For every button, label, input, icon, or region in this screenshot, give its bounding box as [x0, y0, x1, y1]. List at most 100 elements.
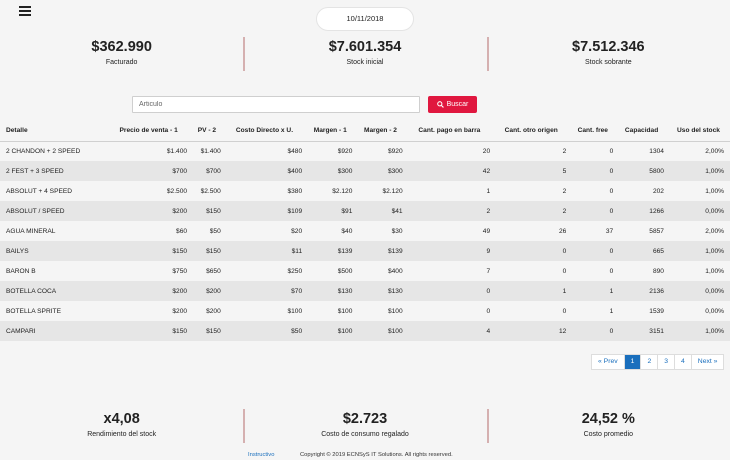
table-cell: BOTELLA COCA: [6, 287, 57, 295]
table-cell: 0: [562, 267, 567, 275]
table-row[interactable]: 2 FEST + 3 SPEED $700 $700 $400 $300 $300 42 5 0…: [0, 161, 730, 181]
table-header-row: Detalle Precio de venta - 1 PV - 2 Costo…: [0, 121, 730, 142]
table-cell: 0: [609, 247, 614, 255]
date-selector[interactable]: 10/11/2018: [316, 7, 414, 31]
table-cell: $150: [172, 247, 188, 255]
table-cell: $200: [172, 287, 188, 295]
table-cell: 20: [482, 147, 491, 155]
table-cell: 0: [609, 167, 614, 175]
kpi-stock-inicial: $7.601.354 Stock inicial: [243, 37, 486, 72]
table-cell: 4: [486, 327, 491, 335]
table-cell: $150: [172, 327, 188, 335]
table-cell: 1,00%: [705, 187, 724, 195]
search-input[interactable]: [132, 96, 420, 113]
kpi-stock-sobrante: $7.512.346 Stock sobrante: [486, 37, 730, 72]
table-cell: $380: [287, 187, 303, 195]
table-body: 2 CHANDON + 2 SPEED $1.400 $1.400 $480 $920 $…: [0, 141, 730, 341]
col-pv-2[interactable]: PV - 2: [190, 121, 224, 142]
table-cell: 1,00%: [705, 267, 724, 275]
col-cant-free[interactable]: Cant. free: [569, 121, 617, 142]
table-cell: $30: [391, 227, 403, 235]
table-cell: ABSOLUT + 4 SPEED: [6, 187, 73, 195]
kpi-label: Stock sobrante: [584, 59, 632, 66]
pagination-page-4[interactable]: 4: [675, 355, 692, 369]
table-cell: 9: [486, 247, 491, 255]
table-row[interactable]: BOTELLA SPRITE $200 $200 $100 $100 $100 0 0 1 153…: [0, 301, 730, 321]
table-row[interactable]: AGUA MINERAL $60 $50 $20 $40 $30 49 26 37 5857 2,0…: [0, 221, 730, 241]
col-margen-2[interactable]: Margen - 2: [355, 121, 406, 142]
col-precio-venta-1[interactable]: Precio de venta - 1: [107, 121, 191, 142]
table-cell: 0,00%: [705, 287, 724, 295]
table-row[interactable]: CAMPARI $150 $150 $50 $100 $100 4 12 0 3151 1,00%: [0, 321, 730, 341]
table-cell: 2: [562, 187, 567, 195]
table-cell: 0: [609, 267, 614, 275]
table-cell: 1: [486, 187, 491, 195]
table-row[interactable]: ABSOLUT + 4 SPEED $2.500 $2.500 $380 $2.120 $…: [0, 181, 730, 201]
table-cell: AGUA MINERAL: [6, 227, 56, 235]
table-cell: $200: [206, 287, 221, 295]
col-capacidad[interactable]: Capacidad: [616, 121, 667, 142]
kpi-rendimiento: x4,08 Rendimiento del stock: [0, 409, 243, 444]
table-cell: 2,00%: [705, 227, 724, 235]
kpi-value: $7.601.354: [328, 39, 402, 55]
table-row[interactable]: BARON B $750 $650 $250 $500 $400 7 0 0 890 1,00%: [0, 261, 730, 281]
table-cell: $2.120: [332, 187, 353, 195]
kpi-label: Facturado: [105, 59, 138, 66]
col-uso-stock[interactable]: Uso del stock: [666, 121, 730, 142]
table-row[interactable]: ABSOLUT / SPEED $200 $150 $109 $91 $41 2 2 0 1266…: [0, 201, 730, 221]
pagination: « Prev 1 2 3 4 Next »: [591, 354, 725, 370]
table-cell: $2.120: [382, 187, 403, 195]
pagination-prev[interactable]: « Prev: [592, 355, 625, 369]
table-cell: 2: [562, 147, 567, 155]
search-icon: [436, 101, 444, 108]
table-row[interactable]: BAILYS $150 $150 $11 $139 $139 9 0 0 665 1,00%: [0, 241, 730, 261]
table-cell: 2,00%: [705, 147, 724, 155]
hamburger-menu-icon[interactable]: [19, 6, 31, 16]
kpi-value: $7.512.346: [572, 39, 645, 55]
table-cell: $400: [287, 167, 303, 175]
table-cell: $70: [291, 287, 303, 295]
col-margen-1[interactable]: Margen - 1: [305, 121, 356, 142]
table-cell: 1,00%: [705, 167, 724, 175]
col-cant-otro-origen[interactable]: Cant. otro origen: [493, 121, 570, 142]
table-cell: $750: [172, 267, 188, 275]
col-cant-pago-barra[interactable]: Cant. pago en barra: [405, 121, 494, 142]
table-cell: $2.500: [166, 187, 188, 195]
table-cell: 1304: [649, 147, 664, 155]
table-cell: $300: [337, 167, 353, 175]
search-button[interactable]: Buscar: [428, 96, 477, 113]
table-cell: 2 FEST + 3 SPEED: [6, 167, 64, 175]
table-cell: 5: [562, 167, 567, 175]
table-cell: $2.500: [200, 187, 221, 195]
pagination-page-3[interactable]: 3: [658, 355, 675, 369]
kpi-value: 24,52 %: [581, 411, 635, 427]
pagination-next[interactable]: Next »: [697, 358, 718, 365]
table-cell: 37: [605, 227, 614, 235]
table-cell: $150: [206, 207, 221, 215]
col-costo-directo[interactable]: Costo Directo x U.: [223, 121, 306, 142]
instructivo-link[interactable]: Instructivo: [248, 452, 275, 458]
table-cell: $200: [206, 307, 221, 315]
table-cell: 49: [482, 227, 491, 235]
top-kpi-bar: $362.990 Facturado $7.601.354 Stock inic…: [0, 37, 730, 72]
pagination-page-2[interactable]: 2: [641, 355, 659, 369]
col-detalle[interactable]: Detalle: [0, 121, 108, 142]
table-cell: $130: [337, 287, 353, 295]
table-cell: 0: [609, 327, 614, 335]
bottom-kpi-bar: x4,08 Rendimiento del stock $2.723 Costo…: [0, 409, 730, 444]
kpi-value: x4,08: [103, 411, 140, 427]
table-cell: 1: [562, 287, 567, 295]
pagination-page-1[interactable]: 1: [624, 355, 642, 369]
table-cell: 1266: [649, 207, 664, 215]
table-cell: 0: [609, 207, 614, 215]
table-cell: 42: [482, 167, 491, 175]
kpi-label: Costo de consumo regalado: [321, 431, 409, 438]
table-row[interactable]: 2 CHANDON + 2 SPEED $1.400 $1.400 $480 $920 $…: [0, 141, 730, 161]
table-cell: 0: [562, 307, 567, 315]
table-cell: 0: [486, 287, 491, 295]
table-row[interactable]: BOTELLA COCA $200 $200 $70 $130 $130 0 1 1 2136 0,…: [0, 281, 730, 301]
table-cell: 12: [558, 327, 567, 335]
table-cell: $700: [172, 167, 188, 175]
table-cell: CAMPARI: [6, 327, 36, 335]
table-cell: 1: [609, 307, 614, 315]
